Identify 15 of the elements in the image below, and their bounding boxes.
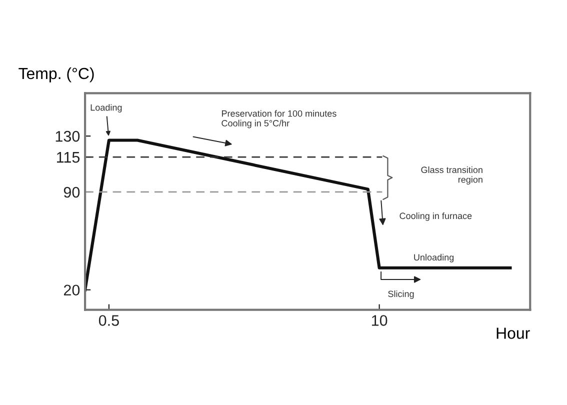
- annotation: Preservation for 100 minutes Cooling in 5°C/hr: [222, 110, 336, 128]
- y-tick-label: 90: [64, 186, 80, 198]
- y-tick-label: 115: [56, 152, 80, 163]
- y-tick-label: 20: [64, 284, 80, 296]
- annotation: Cooling in furnace: [400, 212, 472, 221]
- x-tick-label: 10: [372, 315, 388, 326]
- y-tick-label: 130: [56, 130, 80, 142]
- x-axis-title: Hour: [496, 328, 530, 339]
- annotation: Slicing: [388, 290, 414, 299]
- annotation: Loading: [90, 104, 122, 112]
- line-series: [85, 138, 512, 292]
- x-tick-label: 0.5: [98, 315, 119, 326]
- annotation: Unloading: [414, 254, 454, 262]
- y-axis-title: Temp. (°C): [18, 67, 94, 82]
- annotation: Glass transition region: [421, 166, 482, 185]
